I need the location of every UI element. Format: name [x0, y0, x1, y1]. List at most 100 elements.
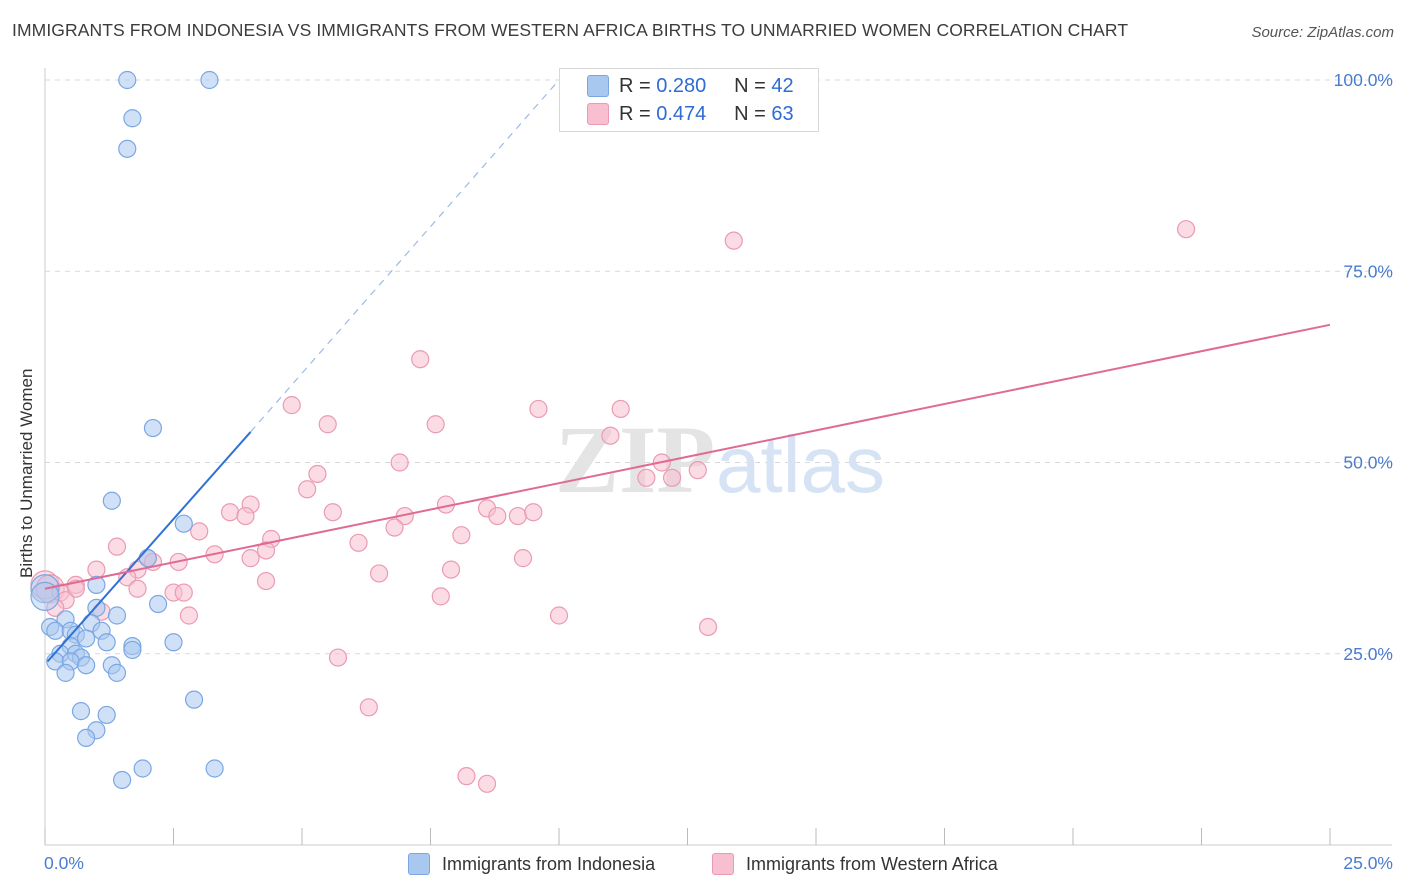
point-western-africa: [508, 506, 527, 526]
point-western-africa: [328, 648, 348, 667]
point-western-africa: [298, 480, 317, 499]
point-western-africa: [46, 598, 65, 617]
point-western-africa: [488, 506, 507, 526]
point-western-africa: [611, 399, 630, 419]
x-tick-label: 0.0%: [44, 853, 84, 873]
point-western-africa: [241, 549, 260, 568]
point-indonesia: [200, 70, 219, 90]
point-western-africa: [1176, 220, 1196, 239]
point-indonesia: [107, 663, 127, 682]
point-indonesia: [118, 139, 137, 158]
point-western-africa: [359, 698, 378, 717]
legend-label-indonesia: Immigrants from Indonesia: [442, 853, 656, 874]
legend-swatch-western-africa: [712, 853, 734, 875]
legend-label-western-africa: Immigrants from Western Africa: [746, 853, 998, 874]
legend-swatch-western-africa: [587, 103, 609, 125]
y-tick-label: 50.0%: [1343, 453, 1393, 473]
point-western-africa: [637, 468, 656, 487]
point-western-africa: [308, 464, 327, 484]
point-western-africa: [513, 549, 533, 568]
r-label: R =: [619, 102, 651, 125]
point-indonesia: [148, 594, 168, 614]
point-indonesia: [118, 70, 137, 90]
trendlines: [44, 79, 1331, 663]
point-western-africa: [390, 453, 409, 472]
point-western-africa: [431, 587, 450, 606]
point-western-africa: [174, 583, 193, 602]
watermark-atlas: atlas: [716, 420, 885, 509]
point-indonesia: [174, 514, 193, 533]
point-western-africa: [236, 506, 255, 526]
point-western-africa: [318, 415, 337, 434]
point-western-africa: [128, 579, 147, 598]
legend-swatch-indonesia: [587, 75, 609, 97]
point-indonesia: [107, 606, 127, 625]
trendline-western-africa: [44, 323, 1331, 590]
n-value: 63: [771, 102, 794, 125]
point-indonesia: [97, 633, 116, 652]
point-western-africa: [524, 503, 543, 522]
point-indonesia: [87, 575, 106, 595]
correlation-legend: R = 0.280 N = 42 R = 0.474 N = 63: [559, 68, 819, 132]
chart-title: IMMIGRANTS FROM INDONESIA VS IMMIGRANTS …: [12, 20, 1129, 40]
point-indonesia: [123, 640, 142, 660]
point-western-africa: [688, 461, 707, 480]
n-label: N =: [734, 102, 766, 125]
r-value: 0.280: [656, 74, 707, 97]
point-western-africa: [107, 537, 127, 556]
point-indonesia: [164, 633, 183, 652]
y-tick-label: 25.0%: [1343, 644, 1393, 664]
point-indonesia: [205, 759, 224, 778]
point-western-africa: [256, 541, 276, 560]
point-indonesia: [133, 759, 152, 778]
point-western-africa: [411, 350, 430, 369]
watermark-zip: ZIP: [555, 406, 715, 513]
legend-item-western-africa: Immigrants from Western Africa: [712, 852, 998, 876]
point-western-africa: [256, 571, 276, 591]
source-label: Source: ZipAtlas.com: [1251, 24, 1394, 41]
point-western-africa: [457, 767, 476, 786]
legend-swatch-indonesia: [408, 853, 430, 875]
point-western-africa: [662, 468, 682, 487]
r-value: 0.474: [656, 102, 707, 125]
point-indonesia: [143, 418, 163, 438]
legend-stats-indonesia: R = 0.280 N = 42: [619, 75, 794, 98]
point-indonesia: [97, 705, 116, 725]
n-value: 42: [771, 74, 794, 97]
point-indonesia: [112, 770, 132, 790]
point-indonesia: [71, 702, 91, 721]
point-indonesia: [30, 581, 60, 611]
point-western-africa: [426, 415, 445, 434]
point-western-africa: [441, 560, 461, 579]
point-indonesia: [102, 491, 121, 510]
point-western-africa: [323, 503, 342, 522]
trendline-indonesia-extension: [250, 79, 560, 433]
point-western-africa: [529, 399, 548, 419]
series-indonesia: [30, 70, 224, 790]
point-indonesia: [77, 629, 96, 648]
trendline-indonesia: [46, 431, 252, 663]
point-western-africa: [477, 774, 497, 793]
point-western-africa: [549, 606, 569, 625]
point-western-africa: [179, 606, 199, 625]
point-indonesia: [46, 621, 65, 640]
watermark: ZIP atlas: [555, 406, 885, 513]
legend-item-indonesia: Immigrants from Indonesia: [408, 852, 655, 876]
point-indonesia: [56, 663, 75, 682]
point-indonesia: [184, 690, 204, 709]
point-indonesia: [77, 728, 96, 748]
point-western-africa: [724, 231, 743, 250]
point-western-africa: [190, 522, 209, 541]
point-western-africa: [349, 533, 368, 552]
point-indonesia: [138, 549, 157, 568]
point-western-africa: [698, 617, 718, 637]
point-western-africa: [385, 518, 404, 537]
y-tick-label: 75.0%: [1343, 261, 1393, 281]
gridlines: [45, 79, 1392, 655]
point-western-africa: [282, 396, 301, 415]
point-western-africa: [601, 426, 620, 445]
point-western-africa: [370, 564, 389, 583]
point-indonesia: [123, 109, 142, 128]
axes: [44, 68, 1392, 846]
